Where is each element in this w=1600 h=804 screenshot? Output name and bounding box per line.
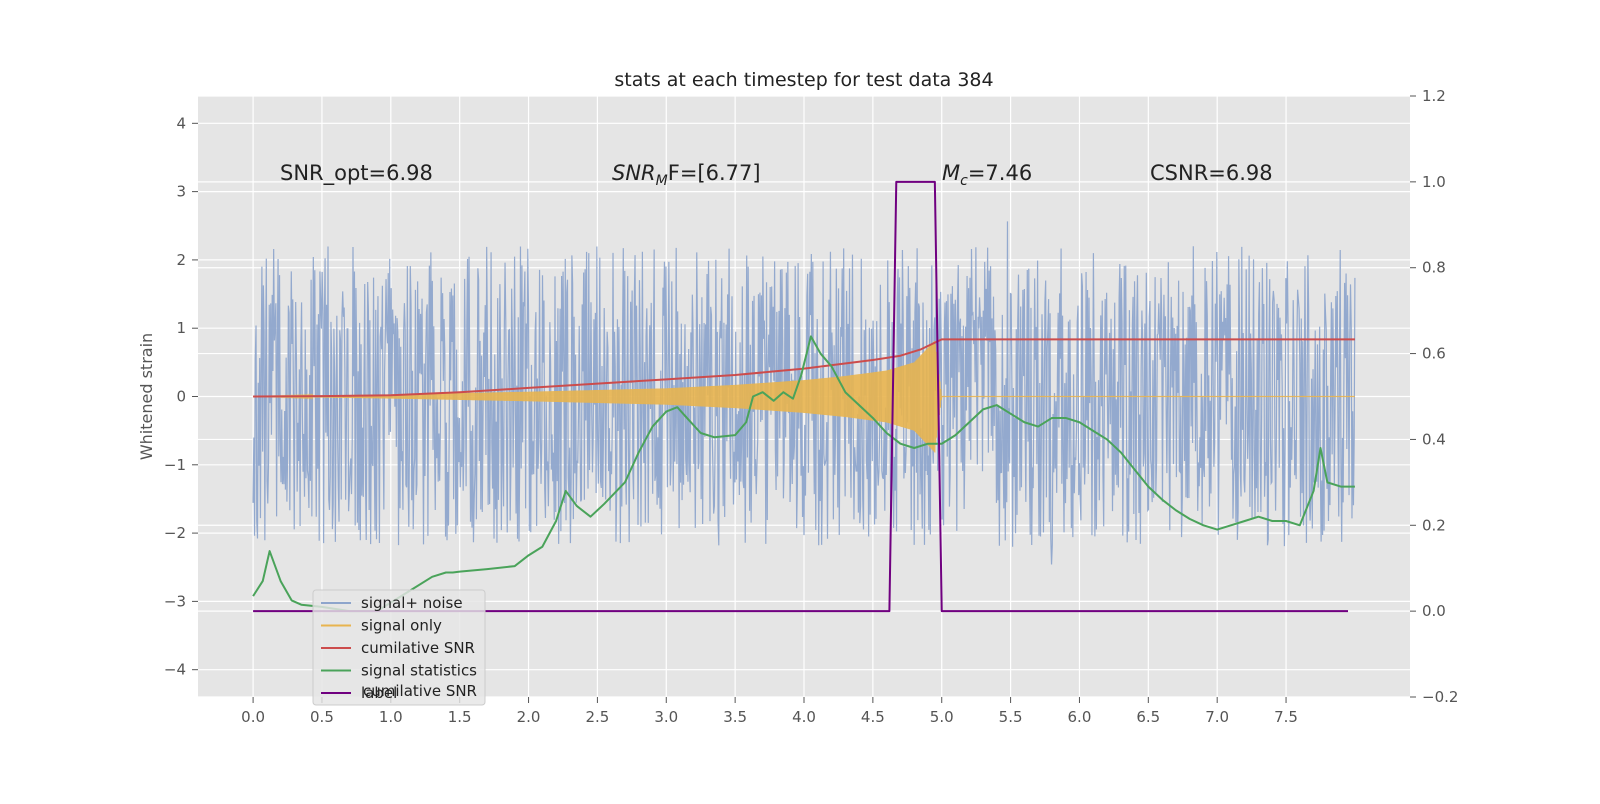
x-tick-label: 4.0 [792, 708, 816, 726]
annotation-csnr: CSNR=6.98 [1150, 161, 1273, 185]
x-tick-label: 7.0 [1205, 708, 1229, 726]
legend-label: label [361, 684, 397, 702]
y-tick-label: 4 [176, 114, 186, 132]
annotations: SNR_opt=6.98 SNRMF=[6.77] Mc=7.46 CSNR=6.98 [280, 161, 1273, 189]
x-tick-label: 0.0 [241, 708, 265, 726]
annotation-chirp-mass-value: =7.46 [968, 161, 1032, 185]
x-tick-label: 6.0 [1068, 708, 1092, 726]
x-tick-label: 5.5 [999, 708, 1023, 726]
series-cumulative-snr-line [253, 338, 1355, 398]
legend-box [312, 589, 486, 706]
y2-tick-label: 0.2 [1422, 516, 1446, 534]
x-tick-label: 6.5 [1136, 708, 1160, 726]
legend-label: signal only [361, 617, 442, 635]
y-tick-label: −1 [164, 456, 186, 474]
y2-tick-label: 0.6 [1422, 345, 1446, 363]
y-tick-label: −2 [164, 524, 186, 542]
chart-title: stats at each timestep for test data 384 [614, 69, 993, 91]
x-tick-label: 7.5 [1274, 708, 1298, 726]
x-tick-label: 1.0 [379, 708, 403, 726]
x-tick-label: 1.5 [448, 708, 472, 726]
y2-tick-label: 0.4 [1422, 430, 1446, 448]
y2-tick-label: 0.8 [1422, 259, 1446, 277]
annotation-snr-mf: SNRMF=[6.77] [612, 161, 761, 189]
y2-tick-label: 0.0 [1422, 602, 1446, 620]
series-label-line [253, 180, 1349, 613]
y-tick-label: −3 [164, 592, 186, 610]
annotation-chirp-mass: Mc=7.46 [942, 161, 1032, 189]
x-tick-label: 4.5 [861, 708, 885, 726]
legend-label: signal+ noise [361, 594, 463, 612]
annotation-chirp-mass-base: M [942, 161, 960, 185]
x-tick-label: 3.0 [654, 708, 678, 726]
legend: cumilative SNR signal+ noise signal only cu… [312, 589, 486, 706]
series-layer [252, 180, 1356, 613]
x-tick-label: 3.5 [723, 708, 747, 726]
legend-label: signal statistics [361, 662, 477, 680]
annotation-snr-mf-value: F=[6.77] [668, 161, 761, 185]
annotation-chirp-mass-sub: c [960, 173, 968, 189]
annotation-snr-mf-base: SNR [612, 161, 656, 185]
series-signal-statistics-line [252, 335, 1355, 613]
x-tick-label: 2.5 [585, 708, 609, 726]
y-tick-label: −4 [164, 661, 186, 679]
y2-tick-label: 1.2 [1422, 87, 1446, 105]
annotation-snr-mf-sub: M [656, 173, 668, 189]
y-tick-label: 1 [176, 319, 186, 337]
y-tick-label: 3 [176, 183, 186, 201]
y2-tick-label: 1.0 [1422, 173, 1446, 191]
annotation-snr-opt: SNR_opt=6.98 [280, 161, 433, 186]
x-tick-label: 2.0 [517, 708, 541, 726]
x-tick-label: 5.0 [930, 708, 954, 726]
legend-label: cumilative SNR [361, 639, 475, 657]
axis-ticks: 0.0 0.5 1.0 1.5 2.0 2.5 3.0 3.5 4.0 4.5 5.0 5.5 6.0 6… [164, 87, 1459, 726]
series-signal-noise-line [252, 221, 1356, 565]
legend-ghost-label: cumilative SNR [363, 682, 477, 700]
x-tick-label: 0.5 [310, 708, 334, 726]
y-tick-label: 2 [176, 251, 186, 269]
y-axis-label: Whitened strain [137, 333, 156, 460]
y2-tick-label: −0.2 [1422, 688, 1458, 706]
y-tick-label: 0 [176, 388, 186, 406]
